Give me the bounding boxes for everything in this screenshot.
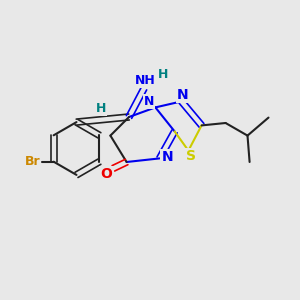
Text: Br: Br bbox=[25, 155, 40, 168]
Text: H: H bbox=[158, 68, 168, 82]
Text: O: O bbox=[100, 167, 112, 181]
Text: N: N bbox=[161, 150, 173, 164]
Text: NH: NH bbox=[135, 74, 156, 87]
Text: N: N bbox=[177, 88, 189, 102]
Text: N: N bbox=[144, 95, 154, 108]
Text: S: S bbox=[186, 149, 197, 163]
Text: H: H bbox=[96, 102, 106, 115]
